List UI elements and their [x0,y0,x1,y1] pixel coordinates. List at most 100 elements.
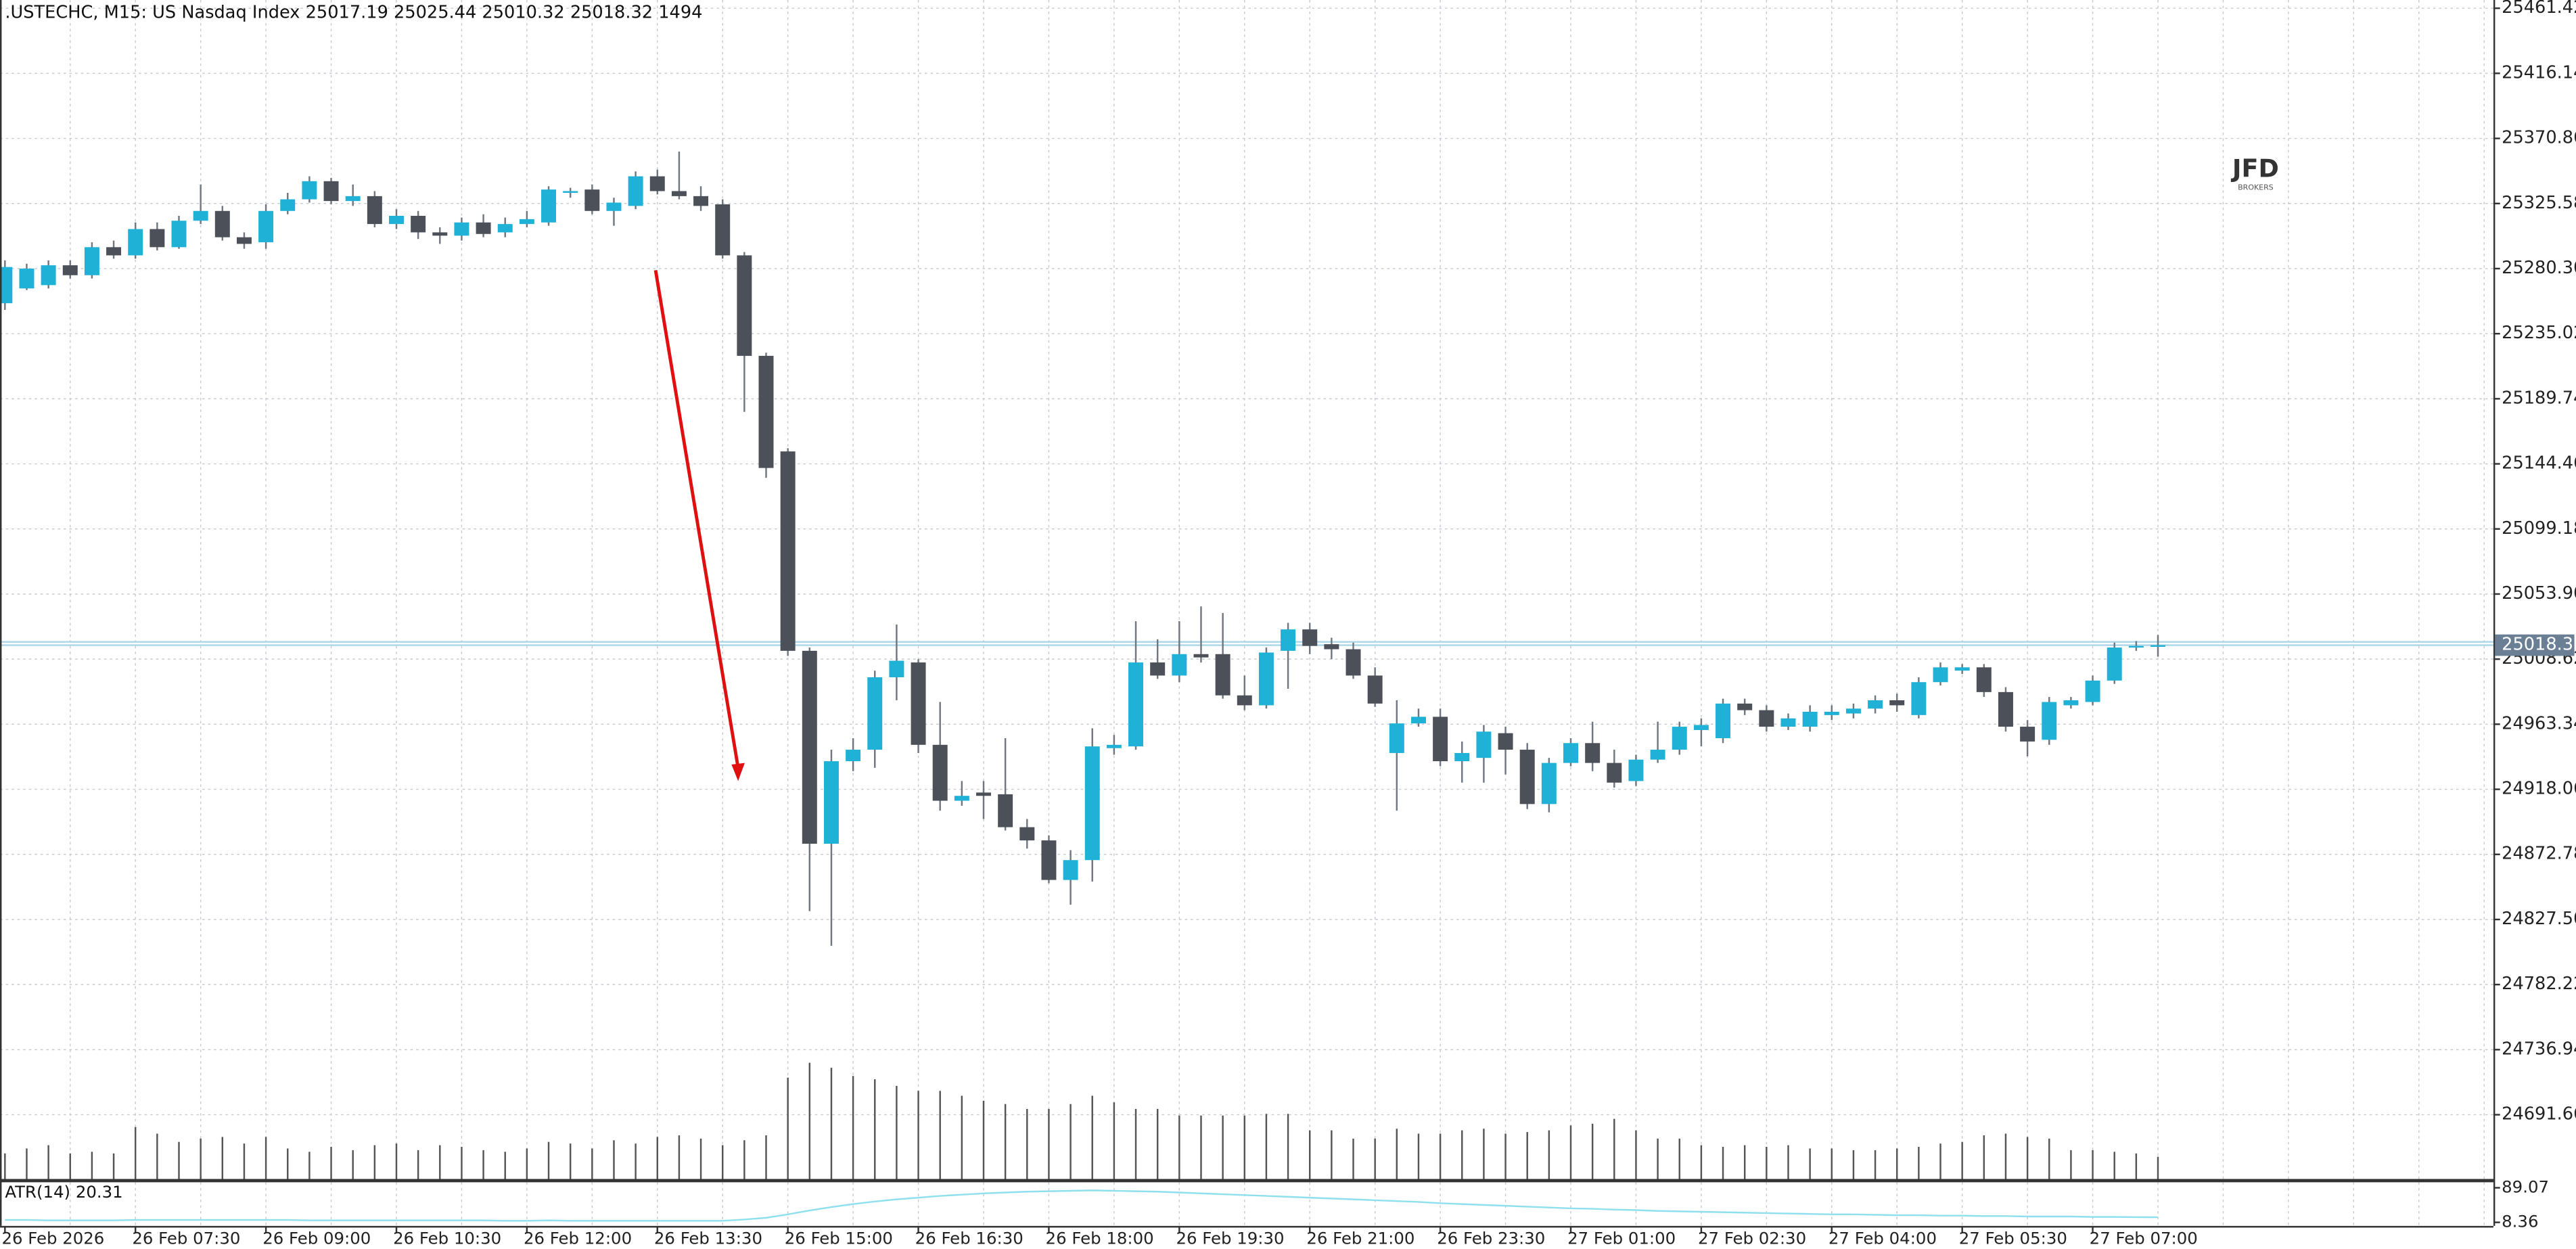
candle-body [476,222,491,234]
candle-body [1302,629,1318,646]
candle-body [1258,652,1274,706]
y-tick-label: 24736.94 [2502,1039,2576,1059]
candle-body [1410,717,1426,724]
candle-body [19,268,34,289]
candle-body [454,222,469,236]
y-tick-label: 24963.34 [2502,713,2576,733]
candle-body [41,265,56,286]
candle-body [193,210,208,221]
candle-body [693,196,709,206]
candle-body [2020,727,2036,742]
candle-body [1150,662,1166,676]
candle-body [258,210,274,243]
candle-body [1607,763,1622,783]
candle-body [1063,860,1078,880]
candle-body [541,189,557,223]
candle-body [649,176,665,191]
candle-body [1563,743,1578,763]
candle-body [911,662,926,745]
y2-tick-label: 8.36 [2502,1212,2538,1231]
x-tick-label: 27 Feb 05:30 [1959,1228,2067,1248]
candle-body [1193,654,1209,658]
candle-body [802,650,817,844]
y-tick-label: 25325.58 [2502,193,2576,213]
candle-body [1889,700,1905,706]
candle-body [715,204,731,256]
x-tick-label: 26 Feb 23:30 [1437,1228,1545,1248]
candle-body [1541,763,1557,804]
y-tick-label: 24782.22 [2502,974,2576,994]
candle-body [976,792,991,796]
candle-body [62,265,78,275]
candle-body [867,677,883,750]
candle-body [1802,711,1818,727]
candle-body [2107,647,2122,681]
candle-body [389,215,404,225]
candle-body [280,199,296,211]
candle-body [1084,746,1100,861]
candle-body [932,744,948,801]
candle-body [1281,629,1296,651]
candle-body [2128,645,2144,648]
x-tick-label: 27 Feb 07:00 [2090,1228,2198,1248]
annotation-arrow [653,270,740,769]
candle-body [1433,717,1448,762]
candle-body [1716,703,1731,739]
logo-sub: BROKERS [2238,183,2274,192]
candle-body [84,247,99,275]
candle-body [1650,750,1665,760]
candle-body [2150,645,2165,647]
price-label-bg [2495,634,2575,656]
candle-body [758,355,774,468]
price-label: 25018.32 [2502,635,2576,655]
candle-body [889,660,904,677]
x-tick-label: 27 Feb 02:30 [1698,1228,1806,1248]
candle-body [1780,718,1796,727]
x-tick-label: 26 Feb 07:30 [132,1228,240,1248]
y-tick-label: 25189.74 [2502,388,2576,408]
candle-body [1824,711,1839,715]
candle-body [302,181,317,200]
chart-title: .USTECHC, M15: US Nasdaq Index 25017.19 … [5,3,702,23]
candle-body [1585,743,1601,763]
candle-body [106,247,122,256]
y-tick-label: 24691.66 [2502,1104,2576,1125]
candle-body [1628,759,1644,781]
y-tick-label: 24918.06 [2502,779,2576,799]
x-tick-label: 26 Feb 15:00 [785,1228,893,1248]
candle-body [323,181,339,202]
y-tick-label: 25461.42 [2502,0,2576,18]
candle-body [1672,727,1687,750]
candle-body [345,196,361,202]
candle-body [846,750,861,762]
x-tick-label: 26 Feb 12:00 [524,1228,632,1248]
candle-body [737,255,752,356]
y-tick-label: 25099.18 [2502,518,2576,539]
candle-body [1389,723,1404,753]
x-tick-label: 27 Feb 04:00 [1828,1228,1937,1248]
x-tick-label: 26 Feb 18:00 [1046,1228,1154,1248]
logo: JFD [2230,154,2279,183]
candle-body [0,267,13,304]
candle-body [1019,827,1035,841]
candle-body [1868,700,1883,709]
y-tick-label: 25416.14 [2502,62,2576,83]
y-tick-label: 25144.46 [2502,453,2576,474]
indicator-label: ATR(14) 20.31 [5,1182,122,1202]
candle-body [150,229,165,248]
x-tick-label: 26 Feb 09:00 [262,1228,371,1248]
y2-tick-label: 89.07 [2502,1177,2549,1197]
candle-body [1498,733,1513,750]
candle-body [1324,644,1339,650]
y-tick-label: 24827.50 [2502,909,2576,929]
candle-body [563,191,578,194]
candle-body [1237,695,1252,706]
candle-body [1215,654,1230,696]
candle-body [1454,752,1470,762]
candle-body [236,237,252,244]
y-tick-label: 24872.78 [2502,844,2576,864]
candle-body [1367,675,1383,704]
y-tick-label: 25235.02 [2502,323,2576,343]
candle-body [1759,710,1774,727]
